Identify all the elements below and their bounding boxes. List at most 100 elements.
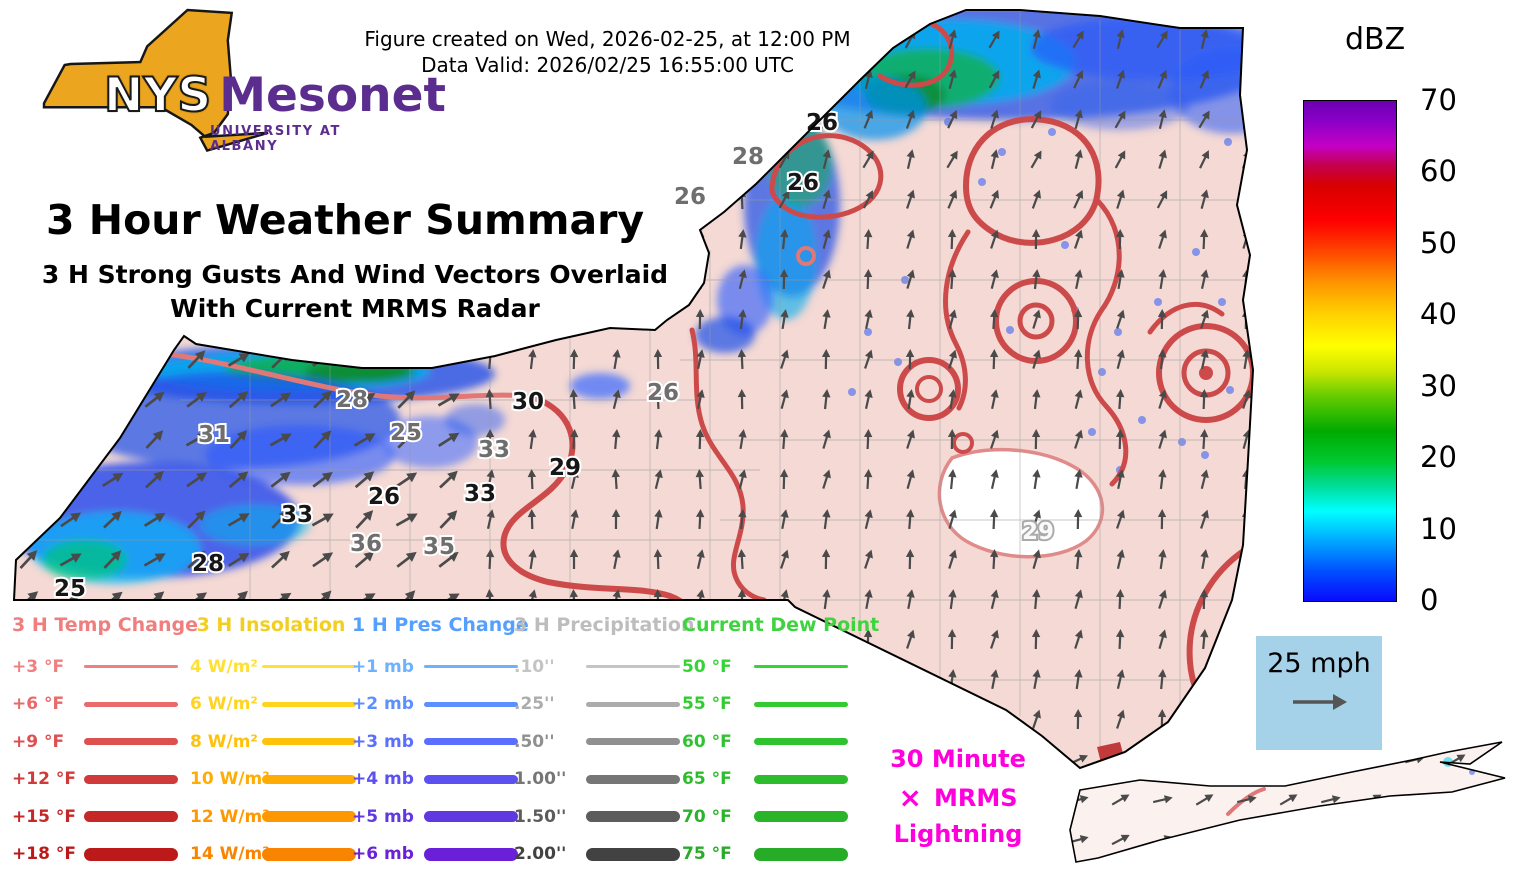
legend-column: 1 H Pres Change +1 mb +2 mb +3 mb +4 mb +5 mb… [352,614,529,874]
legend-item: 8 W/m² [190,723,356,761]
gust-label-layer: 26 28 26 26 28 30 26 31 25 33 29 26 33 33 36 35 28 25 29 [52,108,1056,604]
colorbar-title: dBZ [1345,22,1406,57]
legend-item: 4 W/m² [190,648,356,686]
legend-item-label: +1 mb [352,656,414,677]
map-gust-label: 29 [549,455,581,481]
legend-line-swatch [84,701,178,707]
data-valid-line: Data Valid: 2026/02/25 16:55:00 UTC [421,53,794,77]
colorbar-tick-label: 0 [1420,583,1439,617]
map-gust-label: 26 [647,380,679,406]
subtitle-line-1: 3 H Strong Gusts And Wind Vectors Overla… [41,260,669,289]
colorbar-tick-label: 70 [1420,83,1457,117]
figure-timestamps: Figure created on Wed, 2026-02-25, at 12… [355,26,860,78]
nys-mesonet-logo: NYS Mesonet UNIVERSITY AT ALBANY [40,8,446,188]
legend: 3 H Temp Change +3 °F +6 °F +9 °F +12 °F +15 … [12,614,879,874]
map-gust-label: 25 [390,420,422,446]
legend-line-swatch [84,774,178,784]
lightning-line-3: Lightning [893,820,1023,849]
subtitle-line-2: With Current MRMS Radar [170,293,540,323]
legend-item-label: +5 mb [352,806,414,827]
logo-nys-text: NYS [103,67,212,124]
legend-line-swatch [262,701,356,707]
lightning-cross-icon: × [898,780,922,814]
legend-item: +6 °F [12,686,190,724]
county-borders [30,12,1250,756]
colorbar-tick-label: 20 [1420,440,1457,475]
legend-item-label: .25'' [514,694,555,715]
map-gust-label: 33 [478,437,510,463]
colorbar-tick-label: 30 [1420,368,1457,403]
colorbar-ticks: 70 60 50 40 30 20 10 0 [1420,83,1490,617]
legend-item-label: 1.50'' [514,806,567,827]
legend-line-swatch [424,738,518,746]
legend-line-swatch [262,738,356,746]
legend-item-label: .10'' [514,656,555,677]
legend-item-label: 8 W/m² [190,731,258,752]
legend-item: .10'' [514,648,682,686]
legend-column: 3 H Temp Change +3 °F +6 °F +9 °F +12 °F +15 … [12,614,198,874]
legend-item: +12 °F [12,761,190,799]
legend-line-swatch [754,665,848,669]
legend-line-swatch [84,738,178,746]
page-title: 3 Hour Weather Summary [46,196,645,244]
colorbar-tick-label: 10 [1420,511,1457,546]
legend-line-swatch [424,847,518,861]
map-gust-label: 28 [192,551,224,577]
legend-item: 65 °F [682,761,850,799]
map-gust-label: 30 [512,389,544,415]
legend-item-label: 70 °F [682,806,732,827]
legend-item: 70 °F [682,798,850,836]
lightning-mrms-text: MRMS [933,783,1018,812]
wind-scale-box: 25 mph [1256,636,1382,750]
legend-line-swatch [754,701,848,707]
legend-item-label: +12 °F [12,769,76,790]
legend-line-swatch [424,774,518,784]
legend-column: 3 H Insolation 4 W/m² 6 W/m² 8 W/m² 10 W/m² 1… [190,614,356,873]
no-change-pocket [937,447,1105,559]
legend-item: 2.00'' [514,836,682,874]
legend-line-swatch [84,811,178,823]
colorbar-tick-label: 40 [1420,297,1457,332]
page-subtitle: 3 H Strong Gusts And Wind Vectors Overla… [40,258,670,326]
legend-item: +18 °F [12,836,190,874]
legend-column: Current Dew Point 50 °F 55 °F 60 °F 65 °F 70 … [682,614,879,873]
legend-line-swatch [586,665,680,669]
logo-tagline: UNIVERSITY AT ALBANY [210,124,341,154]
map-gust-label: 31 [198,422,230,448]
lightning-legend: 30 Minute × MRMS Lightning [868,742,1048,852]
map-gust-label: 35 [423,534,455,560]
legend-line-swatch [754,847,848,861]
map-gust-label: 28 [732,144,764,170]
legend-item-label: 1.00'' [514,769,567,790]
legend-line-swatch [262,811,356,823]
map-gust-label: 26 [674,184,706,210]
legend-item: +15 °F [12,798,190,836]
legend-line-swatch [424,811,518,823]
legend-item-label: +3 mb [352,731,414,752]
legend-line-swatch [424,701,518,707]
legend-column-title: 3 H Precipitation [514,614,695,636]
legend-item: +5 mb [352,798,518,836]
legend-line-swatch [586,847,680,861]
ny-state-logo-icon [42,8,269,152]
legend-line-swatch [424,665,518,669]
figure-created-line: Figure created on Wed, 2026-02-25, at 12… [364,27,851,51]
legend-item: +6 mb [352,836,518,874]
legend-item: .25'' [514,686,682,724]
map-gust-label: 29 [1022,519,1054,545]
legend-item-label: 12 W/m² [190,806,270,827]
legend-item: 60 °F [682,723,850,761]
legend-item: 6 W/m² [190,686,356,724]
legend-item-label: 50 °F [682,656,732,677]
temp-change-shading [14,10,1505,862]
map-gust-label: 28 [336,387,368,413]
map-gust-label: 26 [368,484,400,510]
legend-line-swatch [262,774,356,784]
legend-item: 1.50'' [514,798,682,836]
legend-item-label: +4 mb [352,769,414,790]
legend-item: 12 W/m² [190,798,356,836]
map-gust-label: 33 [281,502,313,528]
legend-item-label: 65 °F [682,769,732,790]
